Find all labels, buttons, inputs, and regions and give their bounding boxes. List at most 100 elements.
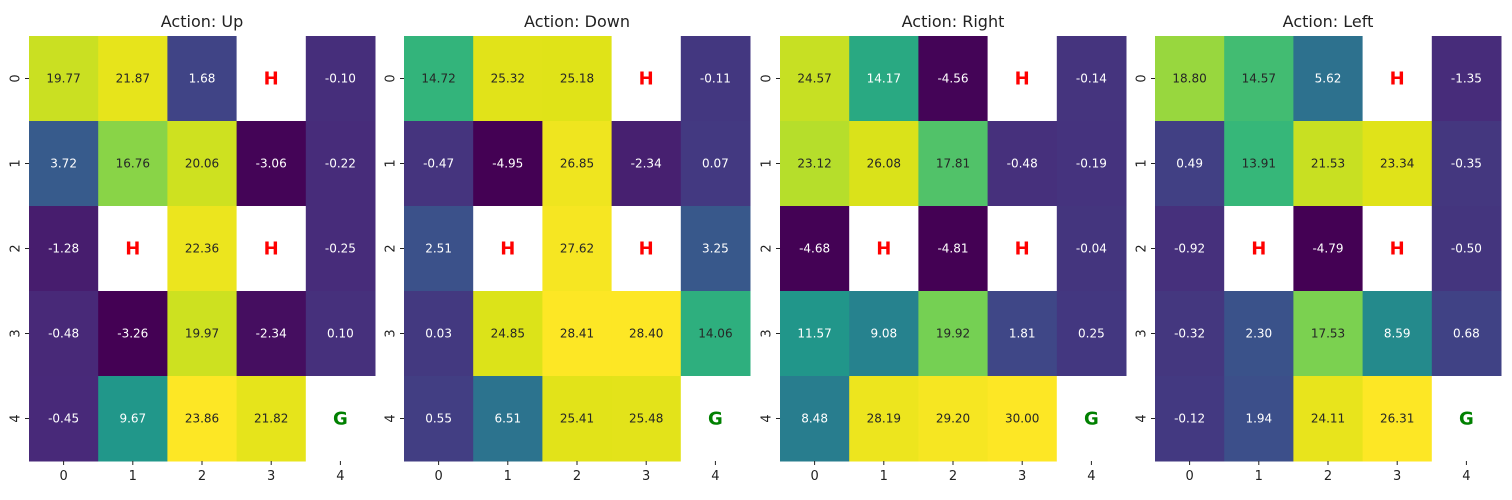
hole-marker: H <box>1251 239 1266 260</box>
x-tick-label: 0 <box>59 469 67 484</box>
y-tick-label: 4 <box>1135 414 1150 422</box>
cell-value-label: 23.34 <box>1380 157 1414 171</box>
heatmap-cell <box>542 36 613 122</box>
cell-value-label: 19.97 <box>185 327 219 341</box>
y-tick-label: 4 <box>384 414 399 422</box>
cell-value-label: 28.40 <box>629 327 663 341</box>
cell-value-label: 0.68 <box>1453 327 1480 341</box>
cell-value-label: -2.34 <box>631 157 662 171</box>
x-tick-label: 2 <box>198 469 206 484</box>
x-tick-label: 0 <box>810 469 818 484</box>
heatmap-cell <box>1056 36 1127 122</box>
heatmap-cell <box>29 291 99 377</box>
heatmap-cell <box>918 376 989 462</box>
cell-value-label: -0.11 <box>700 72 731 86</box>
y-tick-label: 1 <box>1135 159 1150 167</box>
x-tick-label: 4 <box>336 469 344 484</box>
cell-value-label: -0.22 <box>325 157 356 171</box>
cell-value-label: 25.41 <box>560 412 594 426</box>
heatmap-cell <box>611 291 682 377</box>
heatmap-cell <box>611 206 682 292</box>
goal-marker: G <box>1084 409 1099 430</box>
heatmap-cell <box>236 291 307 377</box>
heatmap-cell <box>987 36 1058 122</box>
heatmap-cell <box>1362 36 1433 122</box>
y-tick-label: 3 <box>9 329 24 337</box>
cell-value-label: 21.53 <box>1311 157 1345 171</box>
heatmap-cell <box>1431 291 1502 377</box>
cell-value-label: -4.95 <box>492 157 523 171</box>
heatmap-cell <box>98 36 168 122</box>
x-tick-label: 2 <box>949 469 957 484</box>
heatmap-cell <box>473 121 543 207</box>
cell-value-label: 25.32 <box>491 72 525 86</box>
cell-value-label: 8.59 <box>1384 327 1411 341</box>
cell-value-label: 0.55 <box>425 412 452 426</box>
cell-value-label: -0.10 <box>325 72 356 86</box>
cell-value-label: 26.08 <box>867 157 901 171</box>
cell-value-label: 25.48 <box>629 412 663 426</box>
cell-value-label: 0.25 <box>1078 327 1105 341</box>
y-tick-label: 0 <box>760 74 775 82</box>
cell-value-label: -4.81 <box>937 242 968 256</box>
cell-value-label: -0.92 <box>1174 242 1205 256</box>
heatmap-cell <box>98 121 168 207</box>
panel-title: Action: Right <box>902 12 1005 31</box>
cell-value-label: -0.47 <box>423 157 454 171</box>
cell-value-label: 9.67 <box>119 412 146 426</box>
heatmap-cell <box>918 291 989 377</box>
hole-marker: H <box>1390 69 1405 90</box>
heatmap-cell <box>473 206 543 292</box>
cell-value-label: -0.04 <box>1076 242 1107 256</box>
cell-value-label: 18.80 <box>1172 72 1206 86</box>
heatmap-cell <box>404 291 474 377</box>
x-tick-label: 0 <box>434 469 442 484</box>
panel-title: Action: Down <box>524 12 630 31</box>
heatmap-cell <box>1293 291 1364 377</box>
heatmap-cell <box>1056 376 1127 462</box>
x-tick-label: 1 <box>129 469 137 484</box>
goal-marker: G <box>333 409 348 430</box>
heatmap-cell <box>404 36 474 122</box>
heatmap-cell <box>987 206 1058 292</box>
heatmap-cell <box>98 376 168 462</box>
heatmap-cell <box>167 291 238 377</box>
y-tick-label: 3 <box>760 329 775 337</box>
x-tick-label: 4 <box>711 469 719 484</box>
cell-value-label: -1.28 <box>48 242 79 256</box>
heatmap-cell <box>680 291 751 377</box>
x-tick-label: 3 <box>1018 469 1026 484</box>
heatmap-cell <box>780 376 850 462</box>
heatmap-cell <box>987 376 1058 462</box>
cell-value-label: 8.48 <box>801 412 828 426</box>
goal-marker: G <box>1459 409 1474 430</box>
heatmap-cell <box>987 121 1058 207</box>
heatmap-cell <box>1293 376 1364 462</box>
heatmap-cell <box>1224 121 1294 207</box>
cell-value-label: 2.51 <box>425 242 452 256</box>
hole-marker: H <box>264 239 279 260</box>
heatmap-cell <box>780 206 850 292</box>
x-tick-label: 2 <box>573 469 581 484</box>
heatmap-cell <box>918 206 989 292</box>
heatmap-panel-0: Action: Up 19.77 21.87 1.68 H -0.10 3.72 16.76 2… <box>9 12 376 484</box>
heatmap-cell <box>987 291 1058 377</box>
heatmap-cell <box>780 121 850 207</box>
cell-value-label: 13.91 <box>1242 157 1276 171</box>
heatmap-cell <box>611 36 682 122</box>
heatmap-cell <box>305 36 376 122</box>
cell-value-label: 14.72 <box>421 72 455 86</box>
y-tick-label: 0 <box>1135 74 1150 82</box>
heatmap-cell <box>305 206 376 292</box>
heatmap-cell <box>1431 376 1502 462</box>
heatmap-cell <box>473 291 543 377</box>
heatmap-cell <box>236 36 307 122</box>
heatmap-cell <box>404 376 474 462</box>
heatmap-cell <box>29 121 99 207</box>
y-tick-label: 2 <box>9 244 24 252</box>
cell-value-label: -0.48 <box>1007 157 1038 171</box>
heatmap-cell <box>1155 36 1225 122</box>
heatmap-cell <box>404 206 474 292</box>
heatmap-cell <box>1155 206 1225 292</box>
hole-marker: H <box>500 239 515 260</box>
